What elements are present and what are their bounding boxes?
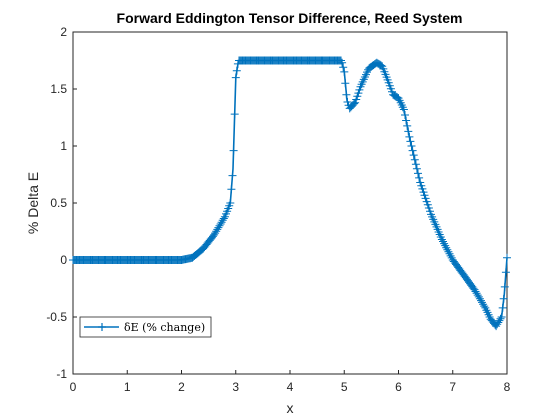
x-tick-label: 5	[341, 380, 348, 394]
y-tick-label: 0.5	[50, 196, 67, 210]
chart-title: Forward Eddington Tensor Difference, Ree…	[117, 10, 463, 26]
x-axis-ticks: 0 1 2 3 4 5 6 7 8	[70, 370, 511, 394]
x-tick-label: 3	[232, 380, 239, 394]
y-tick-label: 1.5	[50, 82, 67, 96]
y-tick-label: 2	[60, 25, 67, 39]
legend-label: δE (% change)	[124, 321, 205, 334]
y-axis-label: % Delta E	[25, 172, 41, 234]
x-tick-label: 4	[287, 380, 294, 394]
legend-marker-swatch	[98, 323, 106, 331]
y-tick-label: 0	[60, 253, 67, 267]
legend-box	[79, 316, 212, 338]
x-tick-label: 2	[178, 380, 185, 394]
series-layer	[69, 56, 511, 331]
x-axis-label: x	[287, 400, 294, 416]
y-tick-label: -0.5	[46, 310, 67, 324]
legend: δE (% change)	[79, 316, 212, 338]
y-axis-ticks: -1 -0.5 0 0.5 1 1.5 2	[46, 25, 77, 381]
x-tick-label: 1	[124, 380, 131, 394]
y-tick-label: 1	[60, 139, 67, 153]
y-tick-label: -1	[56, 367, 67, 381]
x-tick-label: 7	[449, 380, 456, 394]
x-tick-label: 8	[504, 380, 511, 394]
x-tick-label: 6	[395, 380, 402, 394]
series-markers	[69, 56, 511, 331]
x-tick-label: 0	[70, 380, 77, 394]
